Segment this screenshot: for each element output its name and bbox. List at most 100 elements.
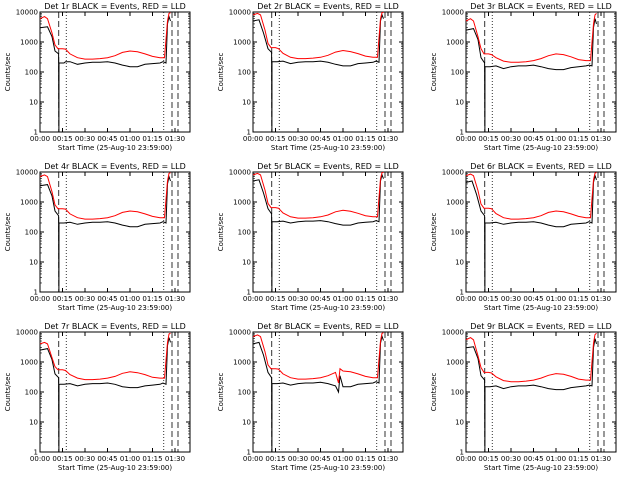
x-tick-label: 01:15 — [142, 135, 162, 143]
y-tick-label: 10000 — [442, 169, 464, 177]
series-lld-line — [39, 12, 171, 60]
series-lld-line — [465, 13, 597, 63]
series-events-line — [465, 18, 597, 133]
x-tick-label: 01:00 — [546, 295, 566, 303]
y-tick-label: 1 — [247, 449, 251, 457]
panel-title: Det 1r BLACK = Events, RED = LLD — [44, 2, 186, 11]
series-events-line — [39, 337, 171, 453]
series-events-line — [252, 173, 384, 293]
x-tick-label: 01:30 — [378, 455, 398, 463]
x-tick-label: 00:45 — [97, 135, 117, 143]
x-axis-label: Start Time (25-Aug-10 23:59:00) — [58, 464, 172, 472]
x-tick-label: 00:00 — [456, 135, 476, 143]
detector-panel-3: Det 3r BLACK = Events, RED = LLD 1 10 100 10… — [430, 2, 617, 152]
series-lld-line — [252, 332, 384, 384]
panel-title: Det 7r BLACK = Events, RED = LLD — [44, 322, 186, 331]
y-tick-label: 10 — [242, 259, 251, 267]
detector-panel-2: Det 2r BLACK = Events, RED = LLD 1 10 100 10… — [217, 2, 404, 152]
panel-title: Det 5r BLACK = Events, RED = LLD — [257, 162, 399, 171]
y-axis-label: Counts/sec — [217, 213, 225, 252]
x-axis-label: Start Time (25-Aug-10 23:59:00) — [271, 464, 385, 472]
y-tick-label: 1 — [34, 129, 38, 137]
series-lld-line — [39, 172, 171, 220]
x-tick-label: 00:00 — [30, 455, 50, 463]
y-tick-label: 10000 — [16, 169, 38, 177]
y-tick-label: 100 — [238, 389, 251, 397]
x-tick-label: 00:45 — [523, 135, 543, 143]
x-axis-label: Start Time (25-Aug-10 23:59:00) — [484, 304, 598, 312]
y-axis-label: Counts/sec — [4, 53, 12, 92]
detector-panel-4: Det 4r BLACK = Events, RED = LLD 1 10 100 10… — [4, 162, 191, 312]
series-lld-line — [39, 332, 171, 381]
panel-title: Det 2r BLACK = Events, RED = LLD — [257, 2, 399, 11]
x-tick-label: 00:15 — [265, 295, 285, 303]
y-tick-label: 10 — [455, 259, 464, 267]
y-axis-label: Counts/sec — [217, 373, 225, 412]
y-axis-label: Counts/sec — [217, 53, 225, 92]
x-tick-label: 00:00 — [243, 295, 263, 303]
y-tick-label: 1 — [247, 289, 251, 297]
x-tick-label: 00:30 — [501, 295, 521, 303]
y-tick-label: 1 — [34, 289, 38, 297]
series-events-line — [465, 338, 597, 453]
x-tick-label: 00:45 — [97, 455, 117, 463]
detector-panel-1: Det 1r BLACK = Events, RED = LLD 1 10 100 10… — [4, 2, 191, 152]
x-tick-label: 01:00 — [120, 455, 140, 463]
series-events-line — [252, 334, 384, 453]
x-axis-label: Start Time (25-Aug-10 23:59:00) — [484, 464, 598, 472]
y-tick-label: 10000 — [229, 169, 251, 177]
detector-panel-5: Det 5r BLACK = Events, RED = LLD 1 10 100 10… — [217, 162, 404, 312]
x-tick-label: 00:45 — [310, 295, 330, 303]
series-lld-line — [465, 172, 597, 220]
x-tick-label: 01:00 — [333, 135, 353, 143]
x-tick-label: 00:45 — [310, 455, 330, 463]
detector-panel-8: Det 8r BLACK = Events, RED = LLD 1 10 100 10… — [217, 322, 404, 472]
x-tick-label: 01:15 — [568, 135, 588, 143]
x-tick-label: 01:15 — [355, 455, 375, 463]
y-tick-label: 10 — [29, 419, 38, 427]
series-events-line — [252, 13, 384, 133]
x-axis-label: Start Time (25-Aug-10 23:59:00) — [484, 144, 598, 152]
x-tick-label: 00:30 — [288, 455, 308, 463]
x-tick-label: 00:30 — [75, 135, 95, 143]
panel-title: Det 4r BLACK = Events, RED = LLD — [44, 162, 186, 171]
x-tick-label: 00:15 — [265, 455, 285, 463]
y-tick-label: 1000 — [446, 39, 464, 47]
y-tick-label: 10 — [455, 419, 464, 427]
y-tick-label: 1 — [460, 129, 464, 137]
y-tick-label: 100 — [451, 229, 464, 237]
y-axis-label: Counts/sec — [430, 373, 438, 412]
x-tick-label: 01:00 — [333, 455, 353, 463]
y-tick-label: 10000 — [16, 329, 38, 337]
series-lld-line — [252, 171, 384, 219]
x-tick-label: 00:15 — [52, 135, 72, 143]
series-events-line — [465, 173, 597, 293]
x-axis-label: Start Time (25-Aug-10 23:59:00) — [271, 144, 385, 152]
y-axis-label: Counts/sec — [430, 53, 438, 92]
y-tick-label: 1000 — [233, 199, 251, 207]
x-tick-label: 00:45 — [97, 295, 117, 303]
x-tick-label: 00:45 — [310, 135, 330, 143]
x-tick-label: 01:00 — [120, 295, 140, 303]
y-tick-label: 1 — [460, 449, 464, 457]
y-axis-label: Counts/sec — [430, 213, 438, 252]
detector-panel-9: Det 9r BLACK = Events, RED = LLD 1 10 100 10… — [430, 322, 617, 472]
x-axis-label: Start Time (25-Aug-10 23:59:00) — [58, 304, 172, 312]
y-tick-label: 10000 — [16, 9, 38, 17]
x-tick-label: 01:30 — [165, 295, 185, 303]
x-tick-label: 00:30 — [288, 295, 308, 303]
x-tick-label: 00:00 — [243, 135, 263, 143]
panel-title: Det 3r BLACK = Events, RED = LLD — [470, 2, 612, 11]
series-lld-line — [465, 332, 597, 383]
y-tick-label: 1 — [460, 289, 464, 297]
x-tick-label: 00:15 — [265, 135, 285, 143]
x-tick-label: 01:30 — [591, 455, 611, 463]
x-tick-label: 00:30 — [288, 135, 308, 143]
x-tick-label: 00:30 — [75, 455, 95, 463]
y-tick-label: 1 — [247, 129, 251, 137]
x-tick-label: 00:00 — [243, 455, 263, 463]
y-tick-label: 100 — [25, 229, 38, 237]
x-tick-label: 01:30 — [591, 135, 611, 143]
panel-title: Det 6r BLACK = Events, RED = LLD — [470, 162, 612, 171]
x-tick-label: 01:30 — [591, 295, 611, 303]
